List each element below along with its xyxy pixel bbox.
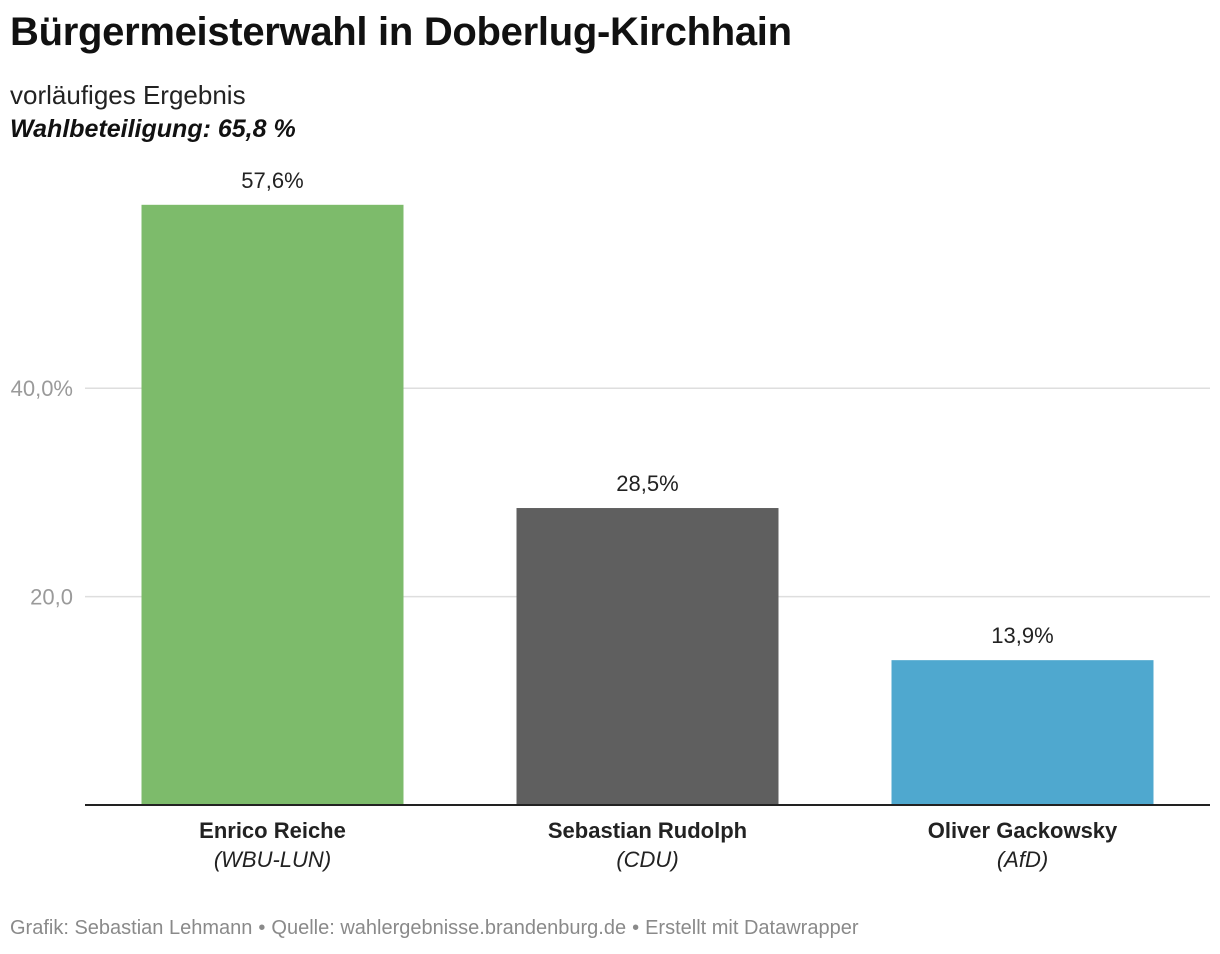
party-label: (AfD) — [997, 847, 1048, 872]
value-label: 28,5% — [616, 471, 678, 496]
category-label: Oliver Gackowsky — [928, 818, 1118, 843]
party-label: (CDU) — [616, 847, 678, 872]
footer-source: Quelle: wahlergebnisse.brandenburg.de — [271, 917, 627, 939]
footer-separator: • — [632, 917, 640, 939]
value-label: 13,9% — [991, 623, 1053, 648]
party-label: (WBU-LUN) — [214, 847, 331, 872]
chart-subtitle: vorläufiges Ergebnis — [10, 80, 246, 110]
category-label: Enrico Reiche — [199, 818, 346, 843]
bar — [891, 660, 1154, 805]
category-label: Sebastian Rudolph — [548, 818, 747, 843]
bar — [516, 508, 779, 805]
y-tick-label: 40,0% — [11, 376, 73, 401]
bar — [141, 204, 404, 806]
chart-title: Bürgermeisterwahl in Doberlug-Kirchhain — [10, 10, 792, 54]
turnout-note: Wahlbeteiligung: 65,8 % — [10, 115, 296, 143]
y-tick-label: 20,0 — [30, 585, 73, 610]
footer: Grafik: Sebastian Lehmann • Quelle: wahler… — [10, 917, 859, 940]
value-label: 57,6% — [241, 168, 303, 193]
footer-credit: Grafik: Sebastian Lehmann — [10, 917, 253, 939]
footer-tool: Erstellt mit Datawrapper — [645, 917, 859, 939]
footer-separator: • — [258, 917, 266, 939]
